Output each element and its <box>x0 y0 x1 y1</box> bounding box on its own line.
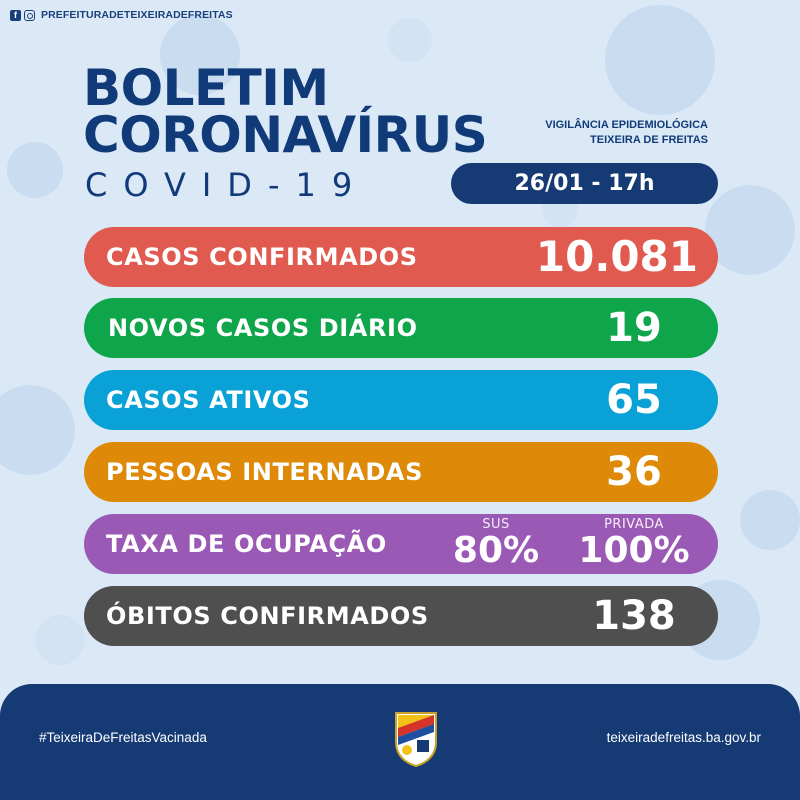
instagram-icon <box>24 9 35 21</box>
stat-label: CASOS ATIVOS <box>106 386 311 414</box>
footer-website: teixeiradefreitas.ba.gov.br <box>606 730 761 745</box>
stat-value: 36 <box>606 449 662 495</box>
stat-label: ÓBITOS CONFIRMADOS <box>106 602 429 630</box>
stat-label: TAXA DE OCUPAÇÃO <box>106 530 387 558</box>
title-line-coronavirus: CORONAVÍRUS <box>83 106 488 164</box>
occupancy-privada-value: 100% <box>578 530 690 571</box>
stat-label: CASOS CONFIRMADOS <box>106 243 418 271</box>
agency-line-1: VIGILÂNCIA EPIDEMIOLÓGICA <box>545 119 708 131</box>
occupancy-sus-label: SUS <box>482 517 510 532</box>
stat-value: 19 <box>606 305 662 351</box>
stat-value: 10.081 <box>535 232 698 281</box>
title-line-boletim: BOLETIM <box>83 59 329 117</box>
occupancy-sus-value: 80% <box>452 530 540 571</box>
stat-row-casos-ativos: CASOS ATIVOS 65 <box>84 370 718 430</box>
social-handle-text: PREFEITURADETEIXEIRADEFREITAS <box>41 9 233 21</box>
occupancy-privada-label: PRIVADA <box>604 517 664 532</box>
stat-row-pessoas-internadas: PESSOAS INTERNADAS 36 <box>84 442 718 502</box>
footer-hashtag: #TeixeiraDeFreitasVacinada <box>39 730 207 745</box>
stat-value: 65 <box>606 377 662 423</box>
city-crest-icon <box>395 712 437 768</box>
stat-label: PESSOAS INTERNADAS <box>106 458 423 486</box>
date-badge: 26/01 - 17h <box>451 163 718 204</box>
stat-row-novos-casos: NOVOS CASOS DIÁRIO 19 <box>84 298 718 358</box>
occupancy-privada: PRIVADA 100% <box>570 518 698 570</box>
facebook-icon: f <box>10 9 21 21</box>
stat-row-obitos-confirmados: ÓBITOS CONFIRMADOS 138 <box>84 586 718 646</box>
occupancy-sus: SUS 80% <box>446 518 546 570</box>
stat-row-casos-confirmados: CASOS CONFIRMADOS 10.081 <box>84 227 718 287</box>
social-handle-bar: f PREFEITURADETEIXEIRADEFREITAS <box>10 9 233 21</box>
stat-row-taxa-ocupacao: TAXA DE OCUPAÇÃO SUS 80% PRIVADA 100% <box>84 514 718 574</box>
footer-bar: #TeixeiraDeFreitasVacinada teixeiradefre… <box>0 684 800 800</box>
agency-line-2: TEIXEIRA DE FREITAS <box>590 134 708 146</box>
title-subtitle-covid: COVID-19 <box>85 166 369 204</box>
agency-block: VIGILÂNCIA EPIDEMIOLÓGICA TEIXEIRA DE FR… <box>545 118 708 148</box>
stat-label: NOVOS CASOS DIÁRIO <box>108 314 418 342</box>
stat-value: 138 <box>592 593 676 639</box>
